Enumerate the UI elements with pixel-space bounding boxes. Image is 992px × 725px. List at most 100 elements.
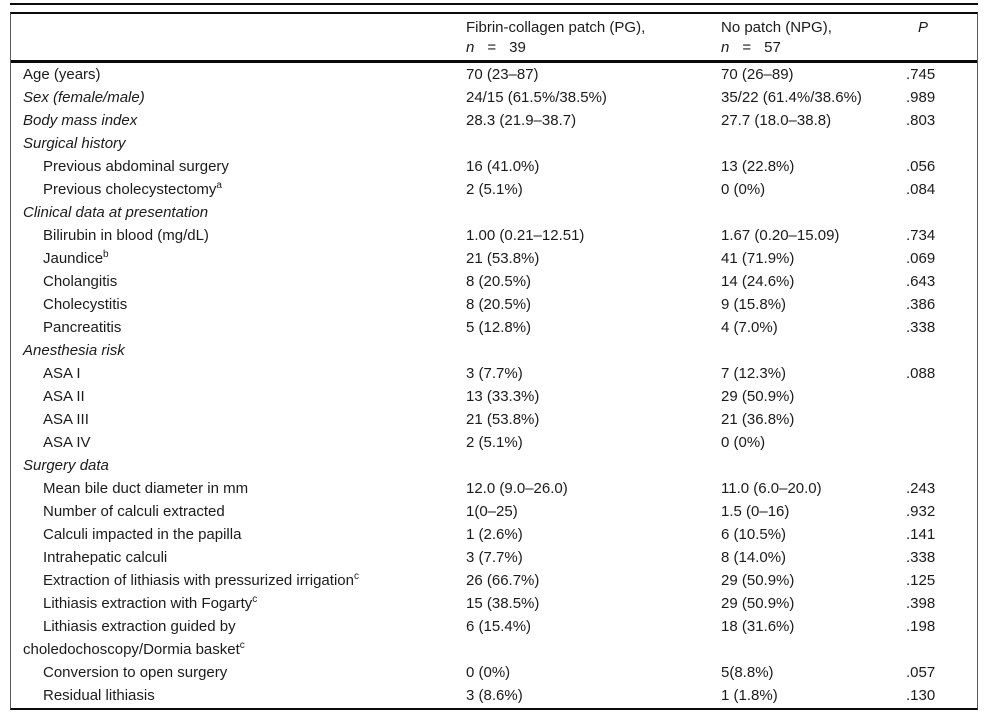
- pg-value: 21 (53.8%): [466, 411, 540, 428]
- row-label-text: ASA I: [43, 365, 81, 382]
- pg-value: [466, 339, 721, 362]
- footnote-marker: c: [353, 571, 359, 582]
- pg-value: 6 (15.4%): [466, 618, 532, 635]
- row-label: Age (years): [11, 63, 466, 86]
- row-label: ASA I: [11, 362, 466, 385]
- row-label-text: Previous abdominal surgery: [43, 158, 229, 175]
- equals-sign: =: [742, 39, 752, 56]
- row-label: Mean bile duct diameter in mm: [11, 477, 466, 500]
- column-header-blank: [11, 18, 466, 60]
- p-value: [906, 431, 977, 454]
- pg-value: 26 (66.7%): [466, 572, 540, 589]
- table-row: Age (years) 70 (23–87) 70 (26–89) .745: [11, 63, 977, 86]
- row-label: Anesthesia risk: [11, 339, 466, 362]
- npg-value: 4 (7.0%): [721, 319, 778, 336]
- p-value: [906, 454, 977, 477]
- row-label-text: Body mass index: [23, 112, 138, 129]
- row-label-text: Number of calculi extracted: [43, 503, 225, 520]
- row-label-text: Calculi impacted in the papilla: [43, 526, 242, 543]
- table-row: ASA II 13 (33.3%) 29 (50.9%): [11, 385, 977, 408]
- row-label-text: Jaundice: [43, 250, 104, 267]
- row-label: Clinical data at presentation: [11, 201, 466, 224]
- pg-value: 15 (38.5%): [466, 595, 540, 612]
- npg-value: 5(8.8%): [721, 664, 774, 681]
- row-label: Number of calculi extracted: [11, 500, 466, 523]
- row-label-text: Previous cholecystectomy: [43, 181, 217, 198]
- pg-value: 13 (33.3%): [466, 388, 540, 405]
- npg-value: 13 (22.8%): [721, 158, 795, 175]
- column-header-no-patch-group: No patch (NPG), n = 57: [721, 18, 906, 60]
- row-label-text: Lithiasis extraction guided by: [43, 618, 236, 635]
- row-label: Extraction of lithiasis with pressurized…: [11, 569, 466, 592]
- p-value: .056: [906, 158, 936, 175]
- row-label: Conversion to open surgery: [11, 661, 466, 684]
- table-body: Age (years) 70 (23–87) 70 (26–89) .745 S…: [11, 63, 977, 708]
- pg-value: [466, 454, 721, 477]
- table-row: ASA III 21 (53.8%) 21 (36.8%): [11, 408, 977, 431]
- p-value: [906, 385, 977, 408]
- row-label: Residual lithiasis: [11, 684, 466, 707]
- row-label-text: Surgery data: [23, 457, 109, 474]
- row-label-text: Intrahepatic calculi: [43, 549, 168, 566]
- pg-value: 21 (53.8%): [466, 250, 540, 267]
- pg-value: 1 (2.6%): [466, 526, 523, 543]
- row-label: Calculi impacted in the papilla: [11, 523, 466, 546]
- patch-group-title: Fibrin-collagen patch (PG),: [466, 19, 646, 36]
- footnote-marker: a: [216, 180, 222, 191]
- p-value: .803: [906, 112, 936, 129]
- table-row: Lithiasis extraction with Fogartyc 15 (3…: [11, 592, 977, 615]
- table-row: Jaundiceb 21 (53.8%) 41 (71.9%) .069: [11, 247, 977, 270]
- npg-value: 29 (50.9%): [721, 572, 795, 589]
- footnote-marker: c: [252, 594, 258, 605]
- patch-group-count: 39: [509, 39, 526, 56]
- p-value: [906, 408, 977, 431]
- table-row: Sex (female/male) 24/15 (61.5%/38.5%) 35…: [11, 86, 977, 109]
- npg-value: 27.7 (18.0–38.8): [721, 112, 832, 129]
- row-label-text: Residual lithiasis: [43, 687, 155, 704]
- pg-value: 8 (20.5%): [466, 296, 532, 313]
- table-row: Previous cholecystectomya 2 (5.1%) 0 (0%…: [11, 178, 977, 201]
- table-header-row: Fibrin-collagen patch (PG), n = 39 No patc…: [11, 14, 977, 63]
- p-value: [906, 132, 977, 155]
- column-header-patch-group: Fibrin-collagen patch (PG), n = 39: [466, 18, 721, 60]
- no-patch-group-count: 57: [764, 39, 781, 56]
- npg-value: 29 (50.9%): [721, 388, 795, 405]
- row-label: Cholangitis: [11, 270, 466, 293]
- table-row: Lithiasis extraction guided by choledocho…: [11, 615, 977, 661]
- table-row: ASA I 3 (7.7%) 7 (12.3%) .088: [11, 362, 977, 385]
- npg-value: [721, 454, 906, 477]
- baseline-characteristics-table: Fibrin-collagen patch (PG), n = 39 No patc…: [10, 3, 978, 710]
- p-value: .989: [906, 89, 936, 106]
- row-label-text: Mean bile duct diameter in mm: [43, 480, 249, 497]
- row-label: Body mass index: [11, 109, 466, 132]
- npg-value: 21 (36.8%): [721, 411, 795, 428]
- pg-value: 3 (7.7%): [466, 549, 523, 566]
- row-label: ASA IV: [11, 431, 466, 454]
- pg-value: 16 (41.0%): [466, 158, 540, 175]
- p-value: .088: [906, 365, 936, 382]
- p-value: .932: [906, 503, 936, 520]
- p-value: .198: [906, 618, 936, 635]
- table-row: Extraction of lithiasis with pressurized…: [11, 569, 977, 592]
- npg-value: [721, 339, 906, 362]
- footnote-marker: b: [103, 249, 109, 260]
- table-row: Intrahepatic calculi 3 (7.7%) 8 (14.0%) …: [11, 546, 977, 569]
- p-value: .141: [906, 526, 936, 543]
- table-row: Body mass index 28.3 (21.9–38.7) 27.7 (1…: [11, 109, 977, 132]
- row-label: ASA II: [11, 385, 466, 408]
- p-value: .084: [906, 181, 936, 198]
- row-label: ASA III: [11, 408, 466, 431]
- npg-value: 8 (14.0%): [721, 549, 787, 566]
- table-row: Conversion to open surgery 0 (0%) 5(8.8%…: [11, 661, 977, 684]
- row-label: Cholecystitis: [11, 293, 466, 316]
- pg-value: [466, 132, 721, 155]
- row-label-text: Lithiasis extraction with Fogarty: [43, 595, 253, 612]
- row-label-text: ASA III: [43, 411, 89, 428]
- p-value: .057: [906, 664, 936, 681]
- p-value: [906, 339, 977, 362]
- row-label-line2-text: choledochoscopy/Dormia basket: [23, 641, 240, 658]
- n-symbol: n: [466, 39, 475, 56]
- row-label: Jaundiceb: [11, 247, 466, 270]
- row-label: Intrahepatic calculi: [11, 546, 466, 569]
- p-value: .338: [906, 319, 936, 336]
